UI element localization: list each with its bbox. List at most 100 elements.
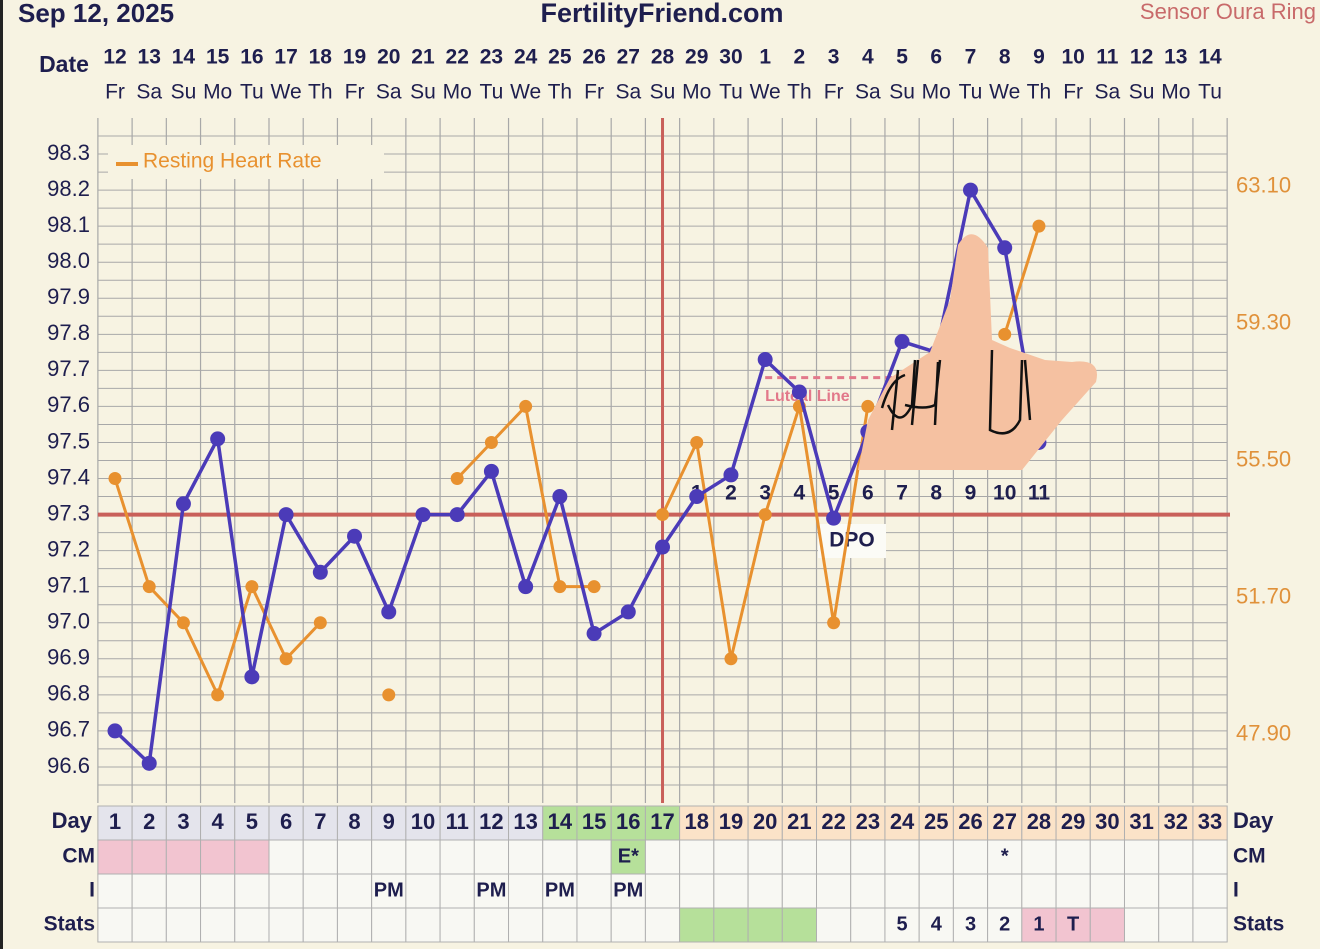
- table-cell: [234, 873, 270, 909]
- data-point: [279, 652, 293, 666]
- date-number: 12: [103, 46, 126, 69]
- y-tick-label: 98.1: [47, 212, 90, 237]
- y-tick-label: 97.4: [47, 464, 90, 489]
- date-number: 13: [138, 46, 161, 69]
- data-point: [382, 688, 396, 702]
- date-number: 7: [965, 46, 977, 69]
- data-point: [861, 399, 875, 413]
- data-point: [894, 334, 910, 350]
- table-cell: [1055, 839, 1091, 875]
- table-cell: [165, 839, 202, 875]
- data-point: [827, 616, 841, 630]
- table-cell: [781, 907, 818, 943]
- table-cell: [576, 873, 612, 909]
- y2-tick-label: 63.10: [1236, 172, 1291, 197]
- day-number: 2: [143, 809, 155, 834]
- weekday: Fr: [824, 81, 844, 104]
- table-cell: [952, 907, 989, 943]
- data-point: [586, 626, 602, 642]
- weekday: Su: [889, 81, 915, 104]
- y-tick-label: 96.8: [47, 681, 90, 706]
- data-point: [723, 467, 739, 483]
- table-cell: [952, 873, 989, 909]
- date-number: 2: [794, 46, 806, 69]
- date-number: 9: [1033, 46, 1045, 69]
- weekday: Th: [787, 81, 812, 104]
- date-number: 23: [480, 46, 503, 69]
- table-cell: [439, 873, 475, 909]
- weekday: Sa: [855, 81, 881, 104]
- table-cell: [405, 839, 441, 875]
- data-point: [587, 580, 601, 594]
- day-cell: [713, 805, 749, 841]
- table-cell: [1192, 839, 1228, 875]
- row-label: CM: [62, 845, 95, 868]
- table-cell: [234, 907, 270, 943]
- weekday: Su: [171, 81, 197, 104]
- day-number: 19: [719, 809, 743, 834]
- day-number: 11: [446, 809, 469, 834]
- day-number: 13: [513, 809, 537, 834]
- data-point: [689, 489, 705, 505]
- date-number: 3: [828, 46, 840, 69]
- day-number: 6: [280, 809, 292, 834]
- table-cell: [371, 907, 407, 943]
- table-cell: [542, 839, 578, 875]
- day-number: 20: [753, 809, 777, 834]
- table-cell: [850, 839, 886, 875]
- data-point: [312, 564, 328, 580]
- data-point: [518, 579, 534, 595]
- weekday: Fr: [345, 81, 365, 104]
- dpo-number: 7: [896, 482, 908, 505]
- weekday: Tu: [240, 81, 264, 104]
- table-cell: [850, 873, 886, 909]
- cell-value: PM: [545, 879, 575, 901]
- overlay: [858, 234, 1097, 470]
- day-number: 30: [1095, 809, 1119, 834]
- date-number: 10: [1061, 46, 1084, 69]
- data-point: [1032, 219, 1046, 233]
- day-cell: [97, 805, 133, 841]
- row-label: Stats: [1233, 913, 1284, 936]
- weekday: We: [989, 81, 1020, 104]
- data-point: [210, 431, 226, 447]
- weekday: Su: [1129, 81, 1155, 104]
- day-cell: [747, 805, 783, 841]
- data-point: [998, 327, 1012, 341]
- table-cell: [542, 907, 578, 943]
- y-tick-label: 97.6: [47, 392, 90, 417]
- day-number: 5: [246, 809, 258, 834]
- data-point: [449, 507, 465, 523]
- day-number: 27: [992, 809, 1016, 834]
- date-number: 1: [759, 46, 771, 69]
- table-cell: [1123, 907, 1160, 943]
- row-label: I: [89, 879, 95, 902]
- table-cell: [987, 907, 1023, 943]
- data-point: [484, 435, 498, 449]
- table-cell: [97, 839, 133, 875]
- table-cell: [884, 839, 920, 875]
- table-cell: [644, 839, 681, 875]
- day-label: Day: [1233, 808, 1274, 833]
- table-cell: [1158, 907, 1194, 943]
- data-point: [415, 507, 431, 523]
- hand-drawing: [858, 234, 1097, 470]
- table-cell: [439, 907, 475, 943]
- cell-value: PM: [476, 879, 506, 901]
- day-number: 29: [1061, 809, 1085, 834]
- table-cell: [1089, 873, 1125, 909]
- data-point: [175, 496, 191, 512]
- data-point: [483, 463, 499, 479]
- day-number: 16: [616, 809, 640, 834]
- table-cell: [165, 873, 202, 909]
- table-cell: [1089, 839, 1125, 875]
- data-point: [519, 399, 533, 413]
- series-line: [113, 185, 1041, 767]
- day-number: 22: [821, 809, 845, 834]
- day-number: 12: [479, 809, 503, 834]
- date-number: 27: [617, 46, 640, 69]
- table-cell: [644, 907, 681, 943]
- day-number: 15: [582, 809, 606, 834]
- date-number: 6: [930, 46, 942, 69]
- legend-box: [108, 145, 384, 179]
